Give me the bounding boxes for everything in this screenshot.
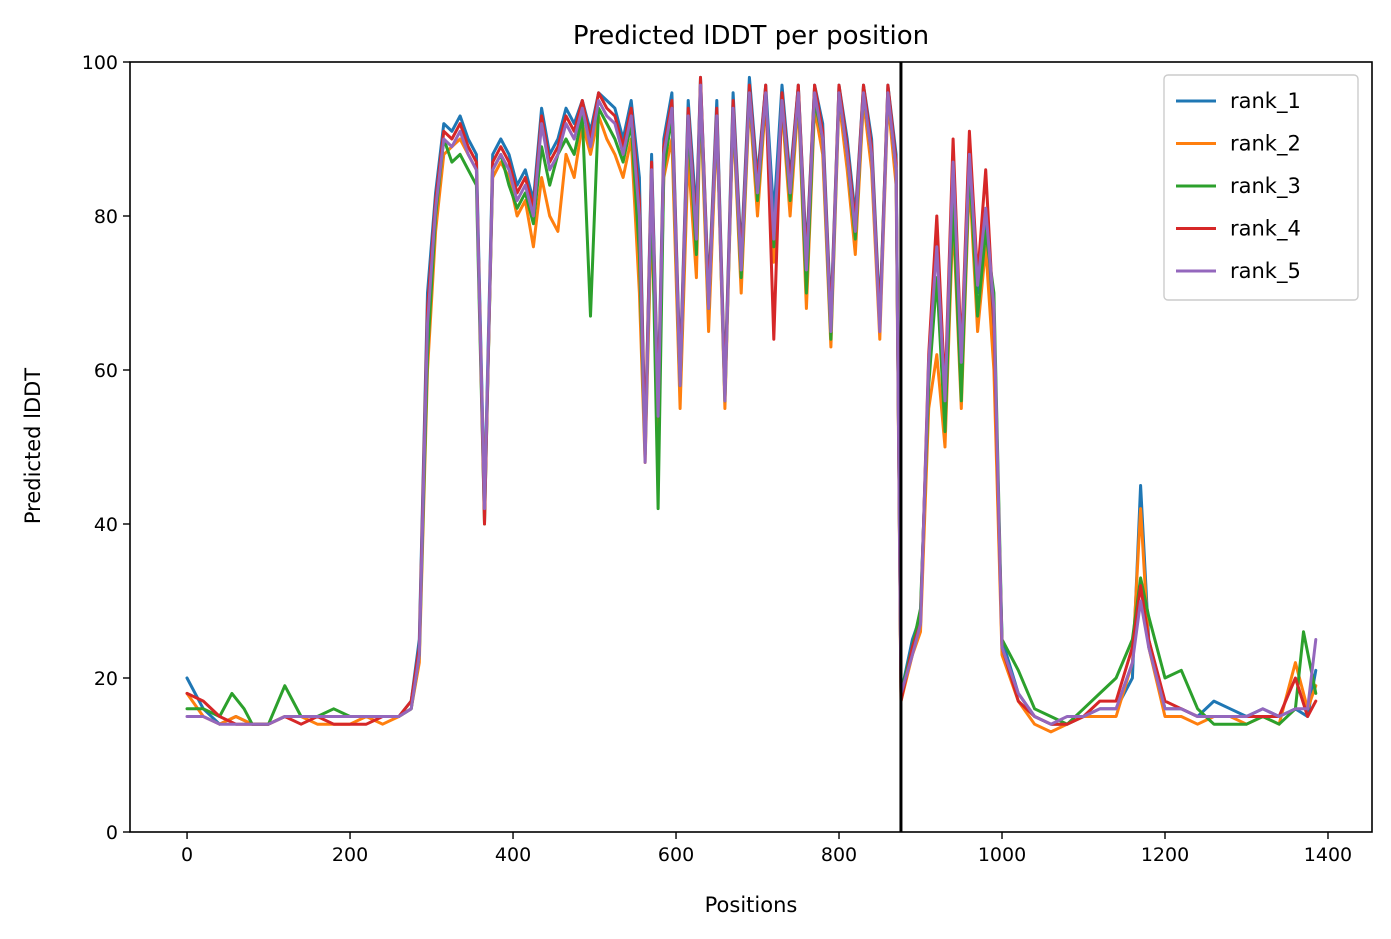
x-tick-label: 800	[821, 844, 857, 866]
legend-label-rank_3: rank_3	[1230, 174, 1301, 199]
x-axis: 0 200 400 600 800 1000 1200 1400	[181, 832, 1352, 866]
chart-title: Predicted lDDT per position	[573, 21, 929, 51]
y-tick-label: 40	[94, 514, 118, 536]
x-tick-label: 1000	[978, 844, 1026, 866]
legend-box	[1163, 74, 1359, 301]
y-axis-title: Predicted lDDT	[21, 368, 45, 524]
x-tick-label: 400	[495, 844, 531, 866]
x-tick-label: 600	[658, 844, 694, 866]
y-tick-label: 60	[94, 360, 118, 382]
legend-label-rank_4: rank_4	[1230, 217, 1301, 242]
x-tick-label: 0	[181, 844, 193, 866]
y-axis: 0 20 40 60 80 100	[82, 52, 130, 844]
y-tick-label: 80	[94, 206, 118, 228]
x-tick-label: 1400	[1304, 844, 1352, 866]
legend-label-rank_1: rank_1	[1230, 89, 1301, 114]
x-tick-label: 1200	[1141, 844, 1189, 866]
series-layer	[185, 75, 1318, 734]
plot-frame	[129, 61, 1373, 833]
y-tick-label: 20	[94, 668, 118, 690]
y-tick-label: 100	[82, 52, 118, 74]
legend-label-rank_5: rank_5	[1230, 259, 1301, 284]
legend: rank_1 rank_2 rank_3 rank_4 rank_5	[1163, 74, 1359, 301]
x-tick-label: 200	[332, 844, 368, 866]
x-axis-title: Positions	[705, 893, 798, 917]
series-line-rank_5	[185, 83, 1318, 726]
legend-label-rank_2: rank_2	[1230, 132, 1301, 157]
y-tick-label: 0	[106, 822, 118, 844]
